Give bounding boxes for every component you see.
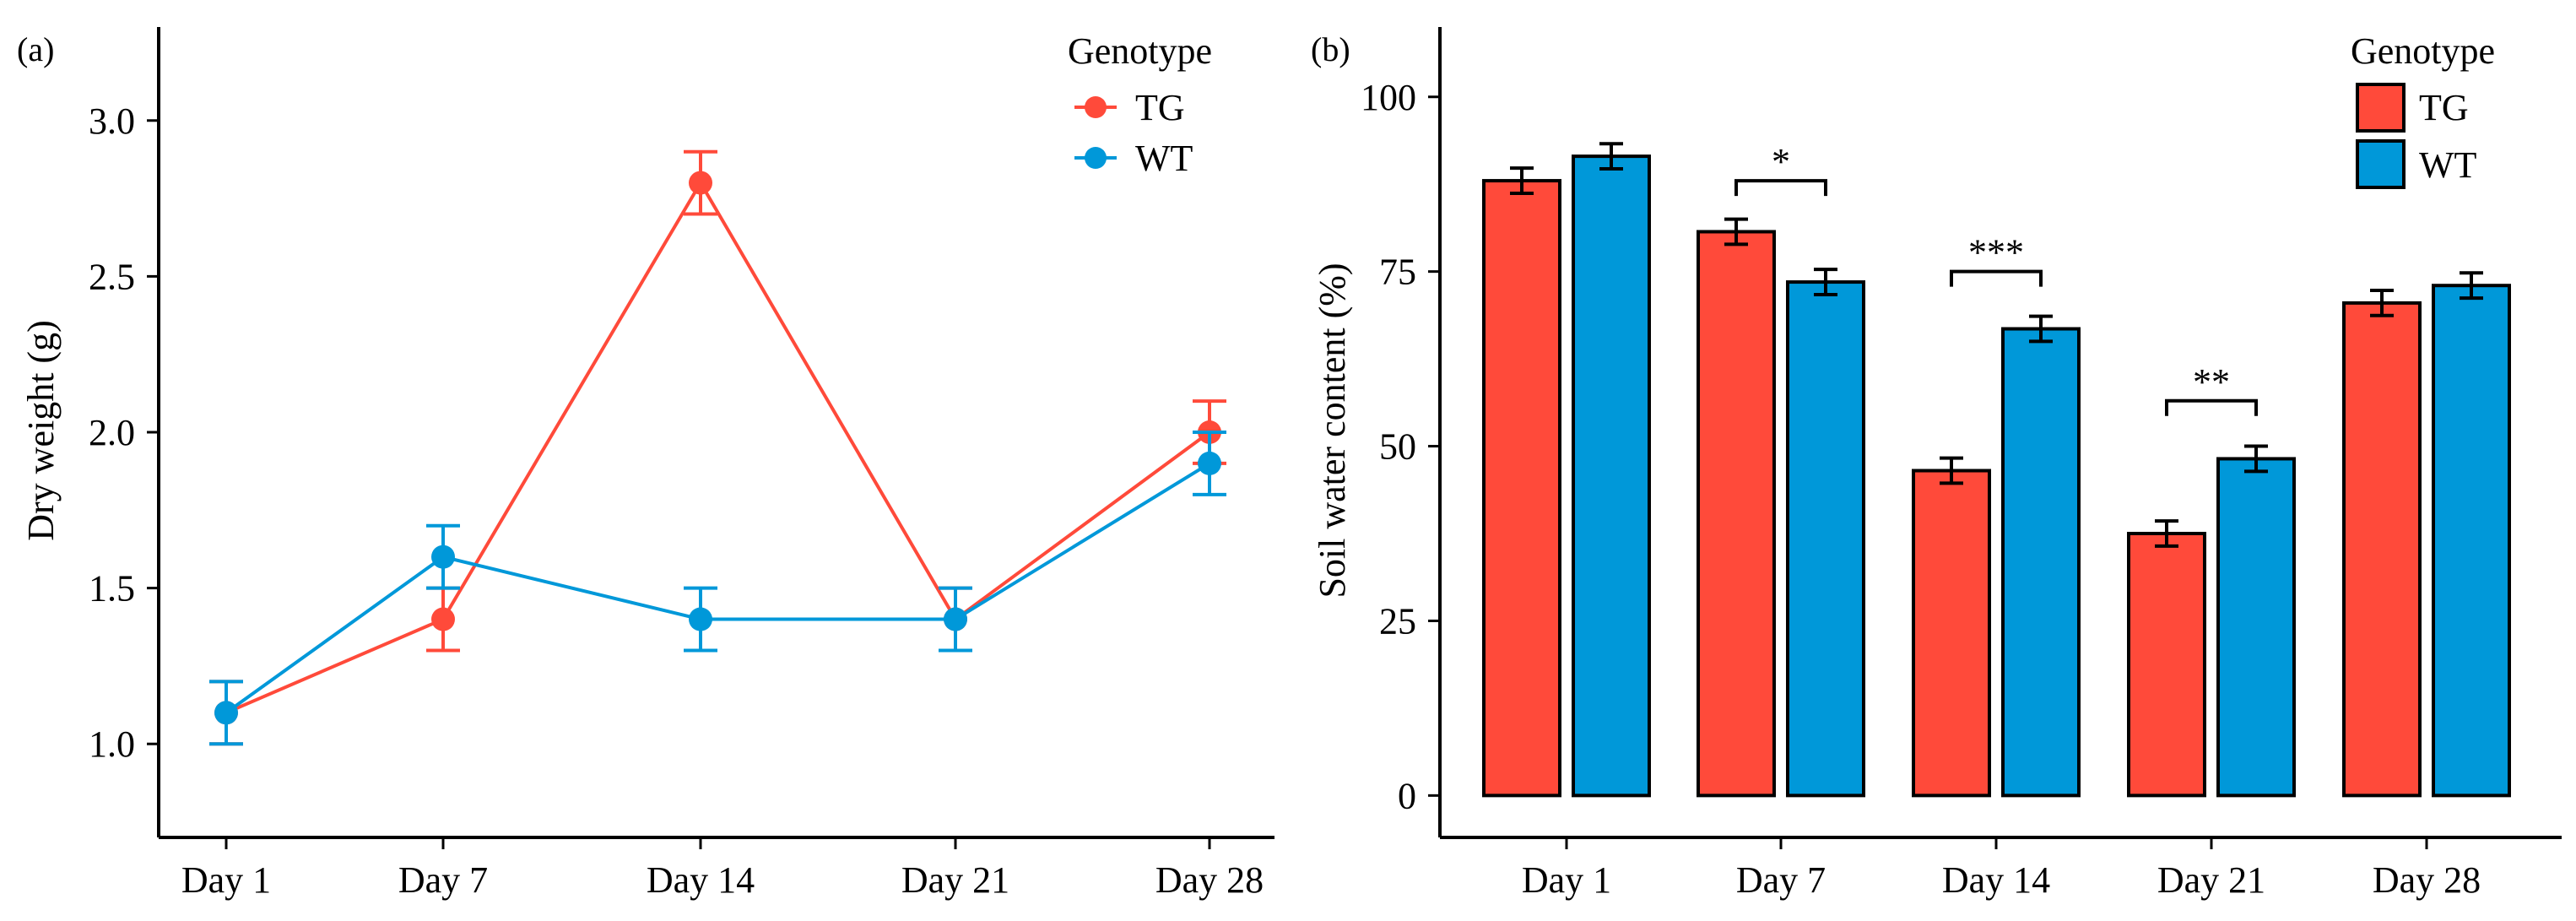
legend-label-wt: WT [1135, 138, 1193, 179]
legend-title: Genotype [1068, 30, 1212, 72]
bars-group [1482, 142, 2511, 798]
significance-label: * [1772, 141, 1790, 182]
y-axis-title: Soil water content (%) [1312, 263, 1353, 598]
x-tick-label: Day 21 [2157, 859, 2265, 901]
y-axis: 1.0 1.5 2.0 2.5 3.0 [89, 27, 160, 837]
bar-wt-day-21 [2216, 457, 2296, 798]
panel-b-soil-water: (b) Soil water content (%) 0 25 50 75 100 Da… [1311, 27, 2562, 901]
legend-label-wt: WT [2419, 144, 2477, 186]
significance-bracket-day-14: *** [1950, 232, 2043, 287]
bar-tg-day-21 [2127, 532, 2206, 798]
y-tick-label: 3.0 [89, 100, 135, 142]
legend-label-tg: TG [2419, 87, 2469, 128]
legend-swatch-wt-dot [1085, 147, 1107, 169]
y-tick-label: 100 [1361, 77, 1416, 118]
significance-label: *** [1968, 232, 2024, 274]
x-tick-label: Day 21 [901, 859, 1009, 901]
bar-wt-day-28 [2432, 284, 2511, 798]
legend-entry-tg: TG [2356, 83, 2469, 133]
bar-tg-day-14 [1912, 469, 1991, 798]
point-wt-day-28 [1198, 451, 1221, 475]
point-wt-day-7 [431, 544, 455, 569]
x-tick-label: Day 1 [181, 859, 271, 901]
point-tg-day-7 [431, 607, 455, 631]
panel-a-dry-weight: (a) Dry weight (g) 1.0 1.5 2.0 2.5 3.0 Day 1… [17, 27, 1274, 901]
x-tick-label: Day 14 [1942, 859, 2050, 901]
significance-bracket-day-7: * [1734, 141, 1827, 197]
error-bar-wt [1814, 268, 1837, 296]
point-wt-day-14 [689, 607, 712, 631]
error-bar-tg [1510, 166, 1534, 195]
x-tick-label: Day 1 [1522, 859, 1611, 901]
bar-tg-day-7 [1697, 230, 1776, 798]
x-tick-label: Day 7 [398, 859, 488, 901]
legend-swatch-wt [2356, 139, 2406, 189]
error-bar-wt [2029, 314, 2053, 344]
y-axis-title: Dry weight (g) [20, 320, 62, 541]
significance-bracket-line [1950, 269, 2043, 287]
x-axis: Day 1 Day 7 Day 14 Day 21 Day 28 [1440, 836, 2562, 901]
error-bar-wt [1599, 142, 1623, 171]
error-bar-tg [2155, 519, 2178, 548]
series-group [209, 149, 1226, 746]
x-tick-label: Day 7 [1736, 859, 1826, 901]
bar-wt-day-7 [1786, 280, 1865, 798]
legend: Genotype TG WT [2351, 30, 2495, 189]
x-tick-label: Day 28 [1155, 859, 1264, 901]
point-wt-day-1 [214, 701, 238, 725]
legend-title: Genotype [2351, 30, 2495, 72]
series-line-tg [225, 179, 1211, 715]
point-wt-day-21 [944, 607, 967, 631]
error-bar-tg [1940, 456, 1963, 485]
series-line-wt [225, 462, 1211, 714]
significance-bracket-line [1734, 179, 1827, 197]
legend-entry-wt: WT [2356, 139, 2477, 189]
y-tick-label: 75 [1379, 252, 1416, 293]
bar-tg-day-28 [2342, 301, 2422, 798]
legend-label-tg: TG [1135, 87, 1185, 128]
point-tg-day-14 [689, 171, 712, 195]
y-tick-label: 1.5 [89, 568, 135, 609]
y-axis: 0 25 50 75 100 [1361, 27, 1442, 837]
series-tg [209, 149, 1226, 746]
significance-bracket-day-21: ** [2165, 361, 2258, 416]
x-axis: Day 1 Day 7 Day 14 Day 21 Day 28 [159, 836, 1274, 901]
significance-bracket-line [2165, 398, 2258, 416]
significance-group: ****** [1734, 141, 2258, 416]
legend-swatch-tg-dot [1085, 96, 1107, 118]
error-bar-tg [1724, 217, 1748, 247]
y-tick-label: 2.0 [89, 412, 135, 453]
bar-wt-day-1 [1572, 154, 1651, 798]
y-tick-label: 1.0 [89, 723, 135, 765]
series-wt [209, 431, 1226, 746]
y-tick-label: 50 [1379, 426, 1416, 468]
x-tick-label: Day 28 [2373, 859, 2481, 901]
error-bar-wt [2460, 271, 2483, 301]
panel-a-label: (a) [17, 30, 54, 68]
error-bar-wt [2244, 444, 2268, 474]
legend-entry-wt: WT [1074, 138, 1193, 179]
panel-b-label: (b) [1311, 30, 1350, 68]
legend-swatch-tg [2356, 83, 2406, 133]
legend-entry-tg: TG [1074, 87, 1185, 128]
bar-tg-day-1 [1482, 179, 1561, 798]
x-tick-label: Day 14 [647, 859, 755, 901]
bar-wt-day-14 [2001, 327, 2081, 798]
y-tick-label: 2.5 [89, 256, 135, 297]
legend: Genotype TG WT [1068, 30, 1212, 179]
y-tick-label: 25 [1379, 600, 1416, 642]
error-bar-tg [2370, 289, 2394, 317]
significance-label: ** [2193, 361, 2230, 403]
y-tick-label: 0 [1398, 775, 1416, 816]
